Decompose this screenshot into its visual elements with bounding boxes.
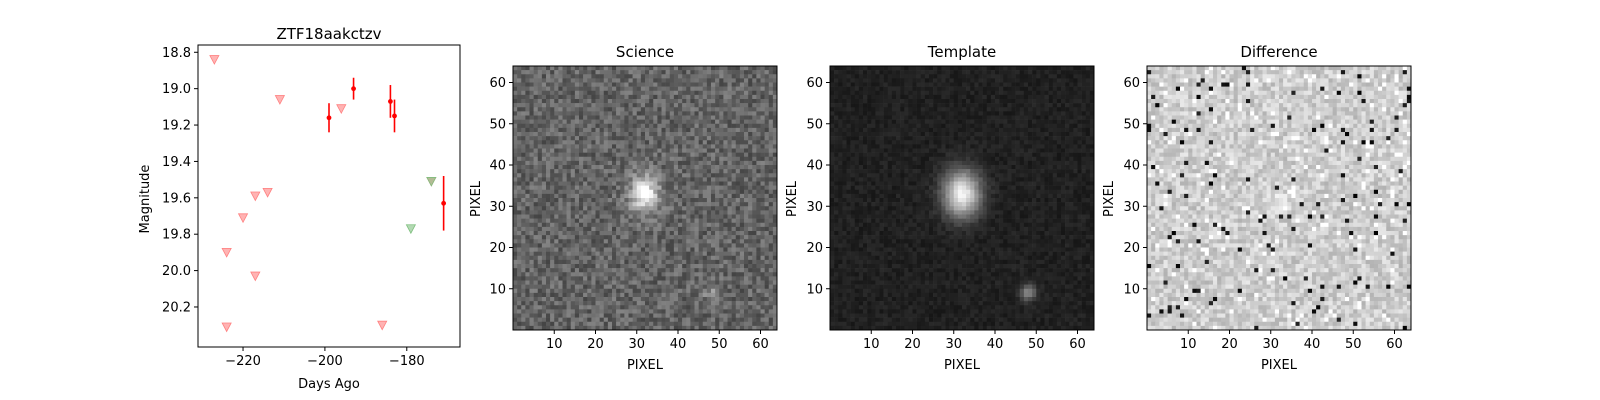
image-xtick-label: 10 bbox=[1180, 337, 1197, 352]
upper-limit-marker bbox=[221, 322, 232, 333]
image-ytick-label: 30 bbox=[806, 200, 823, 215]
image-xtick-label: 40 bbox=[987, 337, 1004, 352]
light-curve-frame bbox=[197, 44, 461, 348]
light-curve-ylabel: Magnitude bbox=[138, 165, 153, 234]
lc-ytick-label: 20.0 bbox=[162, 264, 191, 279]
template-ticks: 10 20 30 40 50 60 10 20 30 40 50 60 bbox=[806, 76, 1085, 352]
template-panel: Template PIXEL PIXEL 10 20 30 40 50 60 10 20 30 4… bbox=[785, 43, 1095, 373]
upper-limit-marker bbox=[209, 55, 220, 65]
lc-ytick-label: 19.0 bbox=[162, 82, 191, 97]
upper-limit-marker bbox=[262, 187, 273, 198]
upper-limit-marker bbox=[405, 224, 417, 235]
image-xtick-label: 20 bbox=[1221, 337, 1238, 352]
template-title: Template bbox=[927, 43, 996, 61]
lc-ytick-label: 19.8 bbox=[162, 228, 191, 243]
upper-limit-marker bbox=[250, 271, 261, 282]
image-ytick-label: 30 bbox=[1123, 200, 1140, 215]
science-image bbox=[513, 66, 778, 331]
image-xtick-label: 10 bbox=[863, 337, 880, 352]
lc-ytick-label: 19.4 bbox=[162, 155, 191, 170]
image-ytick-label: 40 bbox=[489, 159, 506, 174]
image-ytick-label: 50 bbox=[806, 117, 823, 132]
difference-panel: Difference PIXEL PIXEL 10 20 30 40 50 60 10 20 3… bbox=[1102, 43, 1412, 373]
template-xlabel: PIXEL bbox=[944, 358, 981, 373]
upper-limit-marker bbox=[377, 320, 388, 331]
image-xtick-label: 60 bbox=[1386, 337, 1403, 352]
image-ytick-label: 20 bbox=[806, 241, 823, 256]
upper-limit-marker bbox=[336, 104, 347, 115]
image-ytick-label: 40 bbox=[1123, 159, 1140, 174]
image-ytick-label: 60 bbox=[489, 76, 506, 91]
science-xlabel: PIXEL bbox=[627, 358, 664, 373]
image-ytick-label: 40 bbox=[806, 159, 823, 174]
image-xtick-label: 50 bbox=[711, 337, 728, 352]
image-xtick-label: 30 bbox=[628, 337, 645, 352]
image-ytick-label: 10 bbox=[806, 282, 823, 297]
lc-ytick-label: 19.6 bbox=[162, 191, 191, 206]
detection-point bbox=[388, 98, 393, 104]
template-ylabel: PIXEL bbox=[785, 180, 800, 217]
lc-ytick-label: 19.2 bbox=[162, 119, 191, 134]
upper-limit-marker bbox=[221, 247, 232, 258]
detection-point bbox=[392, 113, 397, 119]
difference-frame bbox=[1146, 65, 1412, 331]
light-curve-panel: ZTF18aakctzv Days Ago Magnitude −220 −200… bbox=[138, 25, 461, 392]
lc-xtick-label: −200 bbox=[307, 354, 343, 369]
lc-xtick-label: −220 bbox=[225, 354, 261, 369]
image-xtick-label: 50 bbox=[1028, 337, 1045, 352]
template-frame bbox=[829, 65, 1095, 331]
light-curve-xlabel: Days Ago bbox=[298, 377, 360, 392]
difference-image bbox=[1147, 66, 1412, 331]
detection-point bbox=[351, 86, 356, 92]
upper-limit-marker bbox=[426, 177, 437, 187]
image-ytick-label: 20 bbox=[489, 241, 506, 256]
template-image bbox=[830, 66, 1095, 331]
image-xtick-label: 60 bbox=[752, 337, 769, 352]
image-ytick-label: 60 bbox=[806, 76, 823, 91]
image-ytick-label: 50 bbox=[1123, 117, 1140, 132]
light-curve-title: ZTF18aakctzv bbox=[276, 25, 381, 43]
image-xtick-label: 20 bbox=[587, 337, 604, 352]
image-xtick-label: 30 bbox=[1262, 337, 1279, 352]
difference-xlabel: PIXEL bbox=[1261, 358, 1298, 373]
difference-ticks: 10 20 30 40 50 60 10 20 30 40 50 60 bbox=[1123, 76, 1402, 352]
science-title: Science bbox=[616, 43, 674, 61]
image-ytick-label: 60 bbox=[1123, 76, 1140, 91]
image-xtick-label: 40 bbox=[670, 337, 687, 352]
lc-ytick-label: 18.8 bbox=[162, 46, 191, 61]
image-ytick-label: 10 bbox=[1123, 282, 1140, 297]
upper-limit-marker bbox=[250, 191, 261, 202]
science-ylabel: PIXEL bbox=[469, 180, 484, 217]
upper-limit-marker bbox=[274, 95, 286, 105]
image-xtick-label: 60 bbox=[1069, 337, 1086, 352]
detection-point bbox=[326, 115, 332, 121]
science-frame bbox=[512, 65, 778, 331]
image-xtick-label: 30 bbox=[945, 337, 962, 352]
image-ytick-label: 20 bbox=[1123, 241, 1140, 256]
lc-xtick-label: −180 bbox=[389, 354, 425, 369]
light-curve-marks: −220 −200 −180 18.8 19.0 19.2 19.4 19.6 19.8 20.0… bbox=[162, 46, 447, 369]
image-ytick-label: 10 bbox=[489, 282, 506, 297]
science-ticks: 10 20 30 40 50 60 10 20 30 40 50 60 bbox=[489, 76, 768, 352]
image-ytick-label: 30 bbox=[489, 200, 506, 215]
lc-ytick-label: 20.2 bbox=[162, 300, 191, 315]
detection-point bbox=[441, 200, 447, 206]
image-xtick-label: 50 bbox=[1345, 337, 1362, 352]
image-xtick-label: 10 bbox=[546, 337, 563, 352]
science-panel: Science PIXEL PIXEL 10 20 30 40 50 60 10 20 30 40… bbox=[469, 43, 778, 373]
image-xtick-label: 40 bbox=[1304, 337, 1321, 352]
upper-limit-marker bbox=[237, 213, 249, 224]
difference-ylabel: PIXEL bbox=[1102, 180, 1117, 217]
difference-title: Difference bbox=[1240, 43, 1317, 61]
image-xtick-label: 20 bbox=[904, 337, 921, 352]
image-ytick-label: 50 bbox=[489, 117, 506, 132]
